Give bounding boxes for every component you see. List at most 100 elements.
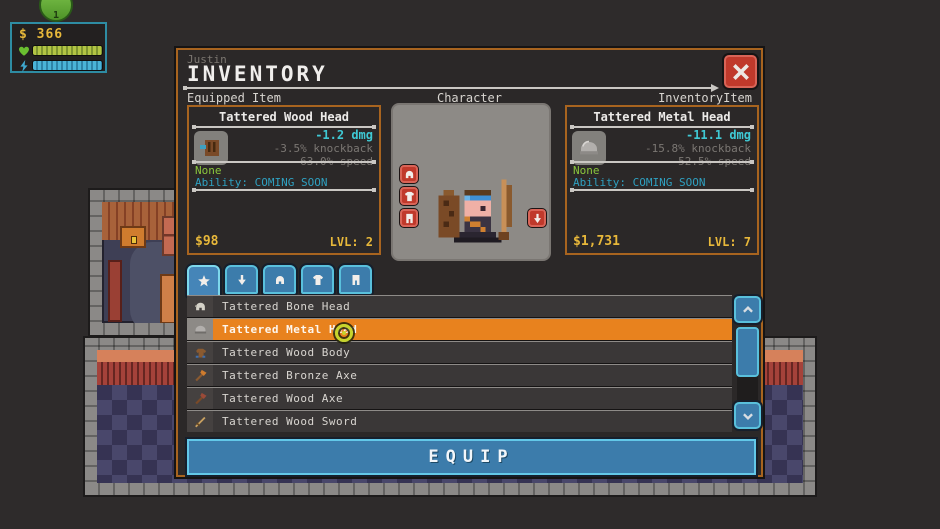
scrollbar-thumb[interactable] [736,327,759,377]
item-icon-cell [187,342,213,363]
chest-lock [131,236,137,244]
legs-slot-button[interactable] [400,209,418,227]
tab-head[interactable] [263,265,296,294]
hud-status-box: $ 366 [10,22,107,73]
item-name: Tattered Wood Sword [222,415,358,428]
dresser [108,260,122,322]
chevron-down-icon [742,412,753,420]
tab-body[interactable] [301,265,334,294]
divider [192,125,376,129]
health-bar [32,45,103,56]
equipped-item-iconbox [194,131,228,165]
wood-sword-icon [194,416,206,428]
equipped-item-name: Tattered Wood Head [218,110,350,124]
list-item-bronze-axe[interactable]: Tattered Bronze Axe [187,364,732,387]
title-underline [183,84,719,92]
column-header-equipped: Equipped Item [187,91,281,105]
equipped-item-card: Tattered Wood Head -1.2 dmg -3.5% knockb… [187,105,381,255]
equip-button[interactable]: EQUIP [187,439,756,475]
item-level: LVL: 7 [707,235,751,249]
item-price: $1,731 [573,234,620,249]
metal-helmet-icon [580,140,598,155]
down-arrow-icon [533,213,541,223]
tab-weapons[interactable] [225,265,258,294]
wood-axe-icon [194,392,206,405]
list-item-metal-head[interactable]: Tattered Metal Head [187,318,732,341]
unequip-button[interactable] [528,209,546,227]
bronze-axe-icon [194,369,206,382]
item-name: Tattered Bone Head [222,300,351,313]
inventory-item-card: Tattered Metal Head -11.1 dmg -15.8% kno… [565,105,759,255]
scroll-up-button[interactable] [734,296,761,323]
inventory-list: Tattered Bone Head Tattered Metal Head [187,295,732,432]
close-button[interactable] [724,55,757,88]
star-icon [197,275,210,287]
column-header-character: Character [436,91,503,105]
shirt-icon [404,191,414,201]
inventory-window: Justin INVENTORY Equipped Item Character… [176,48,763,477]
wood-body-icon [195,348,206,358]
cursor [335,324,353,342]
health-bar-fill [33,46,102,55]
item-icon-cell [187,365,213,386]
item-price: $98 [195,234,219,249]
item-icon-cell [187,388,213,409]
energy-bar-fill [33,61,102,70]
item-icon-cell [187,296,213,317]
item-icon-cell [187,411,213,432]
list-item-bone-head[interactable]: Tattered Bone Head [187,295,732,318]
wood-helmet-icon [200,140,219,156]
lightning-icon [20,60,28,72]
shirt-icon [312,274,323,285]
divider [570,160,754,164]
money-label: $ 366 [19,27,64,42]
character-sprite [438,179,512,243]
divider [570,125,754,129]
chest [120,226,146,248]
item-name: Tattered Bronze Axe [222,369,358,382]
tab-legs[interactable] [339,265,372,294]
inventory-item-iconbox [572,131,606,165]
bone-helmet-icon [194,302,205,311]
scroll-down-button[interactable] [734,402,761,429]
dmg-stat: -11.1 dmg [685,128,751,142]
character-preview-panel [391,103,551,261]
player-level-badge: 1 [39,0,73,22]
metal-helmet-icon [194,325,206,334]
body-slot-button[interactable] [400,187,418,205]
item-icon-cell [187,319,213,340]
pants-icon [405,213,413,223]
window-title: INVENTORY [187,62,328,86]
extra-label: None [573,164,600,177]
list-item-wood-sword[interactable]: Tattered Wood Sword [187,410,732,432]
pants-icon [352,274,359,285]
helmet-icon [405,170,413,178]
chevron-up-icon [742,305,753,313]
heart-icon [19,46,29,56]
knockback-stat: -3.5% knockback [273,142,373,155]
sword-down-icon [237,274,246,285]
helmet-icon [275,275,284,284]
inventory-item-name: Tattered Metal Head [593,110,731,124]
knockback-stat: -15.8% knockback [645,142,751,155]
item-name: Tattered Wood Axe [222,392,344,405]
owner-name: Justin [187,53,227,66]
item-level: LVL: 2 [329,235,373,249]
item-name: Tattered Metal Head [222,323,358,336]
tab-favorites[interactable] [187,265,220,297]
energy-bar [32,60,103,71]
divider [192,188,376,192]
item-name: Tattered Wood Body [222,346,351,359]
ability-label: Ability: COMING SOON [195,176,328,189]
column-header-inventory: InventoryItem [658,91,752,105]
ability-label: Ability: COMING SOON [573,176,706,189]
list-item-wood-axe[interactable]: Tattered Wood Axe [187,387,732,410]
dmg-stat: -1.2 dmg [315,128,373,142]
list-item-wood-body[interactable]: Tattered Wood Body [187,341,732,364]
close-icon [732,63,749,80]
divider [192,160,376,164]
divider [570,188,754,192]
extra-label: None [195,164,222,177]
head-slot-button[interactable] [400,165,418,183]
